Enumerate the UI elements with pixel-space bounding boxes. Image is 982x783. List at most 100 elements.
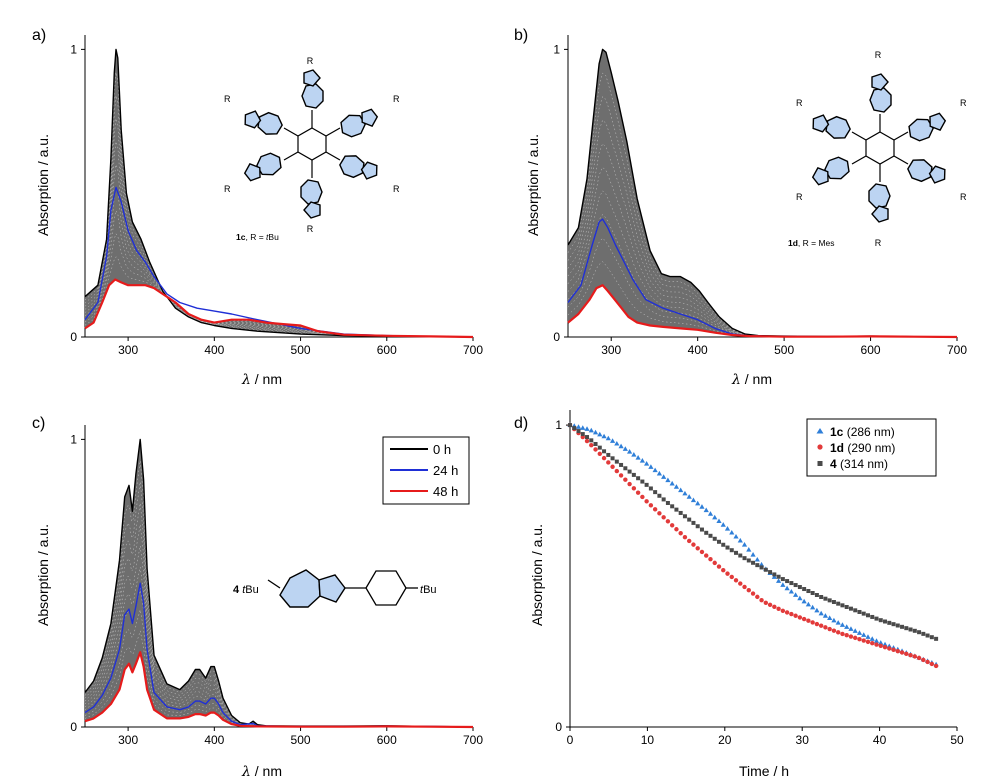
point <box>852 628 858 633</box>
legend-1d: 1d (290 nm) <box>830 441 895 455</box>
point <box>695 524 700 529</box>
point <box>836 601 841 606</box>
point <box>733 533 739 539</box>
point <box>814 593 819 598</box>
point <box>827 615 833 621</box>
panel-c-x-tick-label: 600 <box>377 733 397 747</box>
panel-d-y-tick-label: 1 <box>555 418 562 432</box>
point <box>589 442 594 448</box>
panel-c-x-tick-label: 500 <box>291 733 311 747</box>
point <box>597 451 602 457</box>
panel-a-x-tick-label: 300 <box>118 343 138 357</box>
point <box>605 435 611 441</box>
point <box>656 470 662 476</box>
point <box>618 443 624 449</box>
point <box>904 651 909 657</box>
panel-a-series-48h <box>84 278 474 339</box>
point <box>622 446 628 451</box>
panel-c-structure: 4 tBu tBu <box>233 569 437 608</box>
panel-a-label: a) <box>32 27 46 44</box>
panel-b-xlabel: λ / nm <box>731 371 772 388</box>
point <box>601 455 607 461</box>
point <box>771 574 777 579</box>
point <box>670 504 675 509</box>
point <box>776 606 781 611</box>
panel-b-x-tick-label: 700 <box>947 343 967 357</box>
point <box>844 633 849 638</box>
point <box>810 591 815 596</box>
point <box>891 622 896 627</box>
point <box>856 630 863 635</box>
point <box>763 600 769 605</box>
point <box>810 604 816 610</box>
point <box>819 594 824 599</box>
point <box>691 542 696 547</box>
point <box>823 625 828 630</box>
point <box>831 600 836 605</box>
point <box>690 497 697 503</box>
point <box>754 556 760 562</box>
point <box>674 527 679 532</box>
point <box>780 608 786 613</box>
panel-a-x-tick-label: 600 <box>377 343 397 357</box>
panel-d-x-tick-label: 10 <box>641 733 655 747</box>
point <box>908 627 913 632</box>
panel-a-xlabel: λ / nm <box>241 371 282 388</box>
point <box>775 578 782 583</box>
legend-1c: 1c (286 nm) <box>830 425 895 439</box>
legend-1d-marker <box>817 444 823 450</box>
panel-c-y-tick-label: 1 <box>70 432 77 446</box>
point <box>626 449 633 454</box>
svg-text:R: R <box>875 50 882 60</box>
point <box>665 477 671 483</box>
panel-c: c) Absorption / a.u. λ / nm 300 400 500 600… <box>32 415 483 780</box>
svg-text:R: R <box>307 224 314 234</box>
point <box>584 438 590 444</box>
point <box>741 542 748 547</box>
point <box>585 435 590 440</box>
point <box>699 504 705 509</box>
panel-a-ylabel: Absorption / a.u. <box>35 134 51 236</box>
panel-d-x-tick-label: 40 <box>873 733 887 747</box>
point <box>882 641 888 647</box>
point <box>661 515 666 520</box>
point <box>724 525 731 531</box>
point <box>802 587 807 592</box>
point <box>669 523 675 528</box>
point <box>712 560 717 566</box>
point <box>576 429 581 434</box>
panel-d-legend: 1c (286 nm) 1d (290 nm) 4 (314 nm) <box>806 418 937 477</box>
legend-24h: 24 h <box>433 463 458 478</box>
point <box>857 637 862 642</box>
point <box>831 617 837 623</box>
svg-text:R: R <box>224 184 231 194</box>
point <box>844 624 850 629</box>
point <box>742 556 747 561</box>
point <box>759 598 764 603</box>
point <box>738 581 743 586</box>
point <box>934 636 939 641</box>
point <box>822 613 829 618</box>
panel-b-structure: R R R R R R 1d, R = Mes <box>788 50 967 248</box>
point <box>644 499 649 504</box>
point <box>827 598 832 603</box>
point <box>746 546 752 552</box>
panel-b-structure-caption: 1d, R = Mes <box>788 238 835 248</box>
point <box>848 634 854 639</box>
panel-a-intermediate-trace <box>84 118 473 338</box>
point <box>806 618 811 623</box>
point <box>921 631 926 636</box>
point <box>861 638 866 643</box>
point <box>652 467 658 473</box>
point <box>750 591 756 596</box>
point <box>763 567 768 572</box>
panel-d: d) Absorption / a.u. Time / h 0 10 20 30 40 5… <box>514 410 964 779</box>
panel-c-plot-area: 300 400 500 600 700 0 1 <box>70 425 483 747</box>
point <box>720 522 726 527</box>
point <box>839 622 846 627</box>
point <box>780 577 785 582</box>
point <box>640 494 645 500</box>
panel-d-x-tick-label: 50 <box>950 733 964 747</box>
point <box>729 574 734 580</box>
point <box>776 574 781 579</box>
